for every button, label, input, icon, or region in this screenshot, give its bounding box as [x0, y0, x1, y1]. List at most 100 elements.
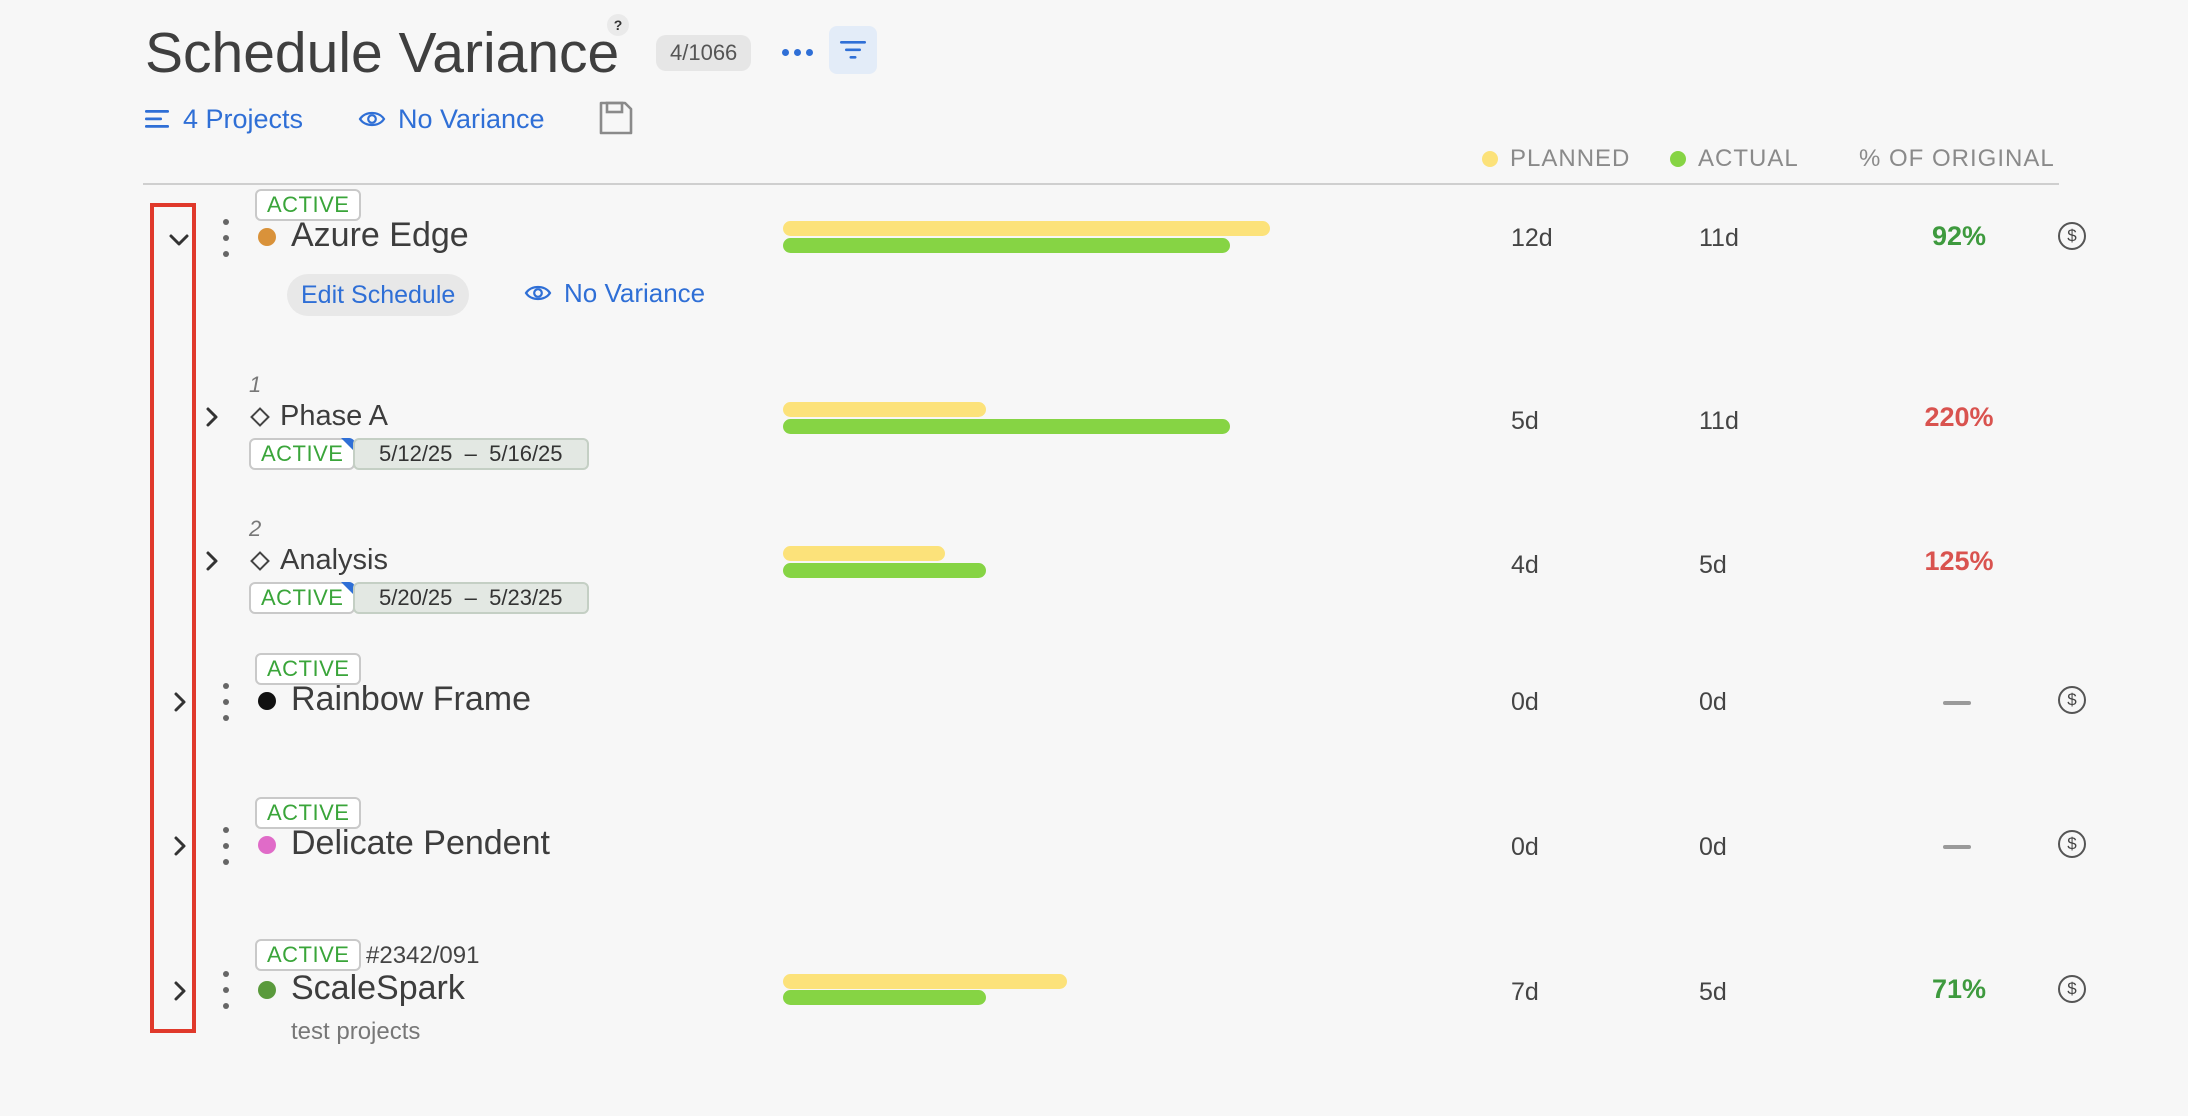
date-range: 5/20/25 – 5/23/25: [353, 582, 589, 614]
budget-icon[interactable]: $: [2058, 975, 2086, 1003]
column-actual-label: ACTUAL: [1698, 145, 1799, 172]
column-planned-label: PLANNED: [1510, 145, 1631, 172]
pct-value: 92%: [1931, 221, 1987, 251]
column-pct: % OF ORIGINAL: [1859, 145, 2055, 173]
project-name[interactable]: Delicate Pendent: [291, 824, 550, 862]
date-separator: –: [464, 441, 477, 466]
project-name[interactable]: Rainbow Frame: [291, 680, 531, 718]
kebab-dot: [223, 859, 229, 865]
phase-name[interactable]: Phase A: [280, 400, 389, 432]
status-badge: ACTIVE: [255, 797, 362, 829]
kebab-dot: [223, 699, 229, 705]
chevron-right-icon[interactable]: [168, 979, 192, 1003]
more-dot: [793, 48, 801, 56]
planned-bar: [783, 546, 945, 561]
budget-icon[interactable]: $: [2058, 686, 2086, 714]
status-badge: ACTIVE: [255, 939, 362, 971]
actual-legend-dot: [1670, 151, 1686, 167]
budget-icon[interactable]: $: [2058, 830, 2086, 858]
planned-bar: [783, 221, 1270, 236]
planned-bar: [783, 402, 986, 417]
chevron-right-icon[interactable]: [200, 405, 224, 429]
projects-link[interactable]: 4 Projects: [145, 101, 303, 137]
pct-empty-dash: [1943, 701, 1971, 705]
save-icon: [599, 101, 633, 135]
actual-value: 11d: [1699, 407, 1739, 435]
filter-icon: [840, 41, 866, 59]
header-divider: [143, 183, 2059, 185]
project-color-dot: [258, 692, 276, 710]
milestone-icon: [250, 407, 270, 427]
kebab-dot: [223, 1003, 229, 1009]
save-button[interactable]: [598, 100, 634, 141]
more-options-button[interactable]: [780, 38, 814, 66]
project-subtitle: test projects: [291, 1018, 421, 1045]
project-name[interactable]: Azure Edge: [291, 216, 469, 254]
project-reference: #2342/091: [366, 942, 480, 969]
actual-value: 5d: [1699, 551, 1727, 579]
row-menu-icon[interactable]: [222, 827, 230, 865]
list-icon: [145, 110, 169, 128]
actual-value: 11d: [1699, 224, 1739, 252]
project-color-dot: [258, 836, 276, 854]
milestone-icon: [250, 551, 270, 571]
actual-bar: [783, 563, 986, 578]
status-badge: ACTIVE: [255, 189, 362, 221]
edit-schedule-button[interactable]: Edit Schedule: [287, 274, 470, 316]
row-menu-icon[interactable]: [222, 683, 230, 721]
actual-value: 0d: [1699, 833, 1727, 861]
budget-icon[interactable]: $: [2058, 222, 2086, 250]
column-actual: ACTUAL: [1670, 145, 1799, 173]
kebab-dot: [223, 971, 229, 977]
planned-bar: [783, 974, 1067, 989]
status-badge: ACTIVE: [255, 653, 362, 685]
planned-value: 12d: [1511, 224, 1553, 252]
kebab-dot: [223, 987, 229, 993]
row-variance-link[interactable]: No Variance: [524, 275, 705, 311]
column-planned: PLANNED: [1482, 145, 1630, 173]
planned-value: 0d: [1511, 833, 1539, 861]
planned-value: 7d: [1511, 978, 1539, 1006]
chevron-down-icon[interactable]: [167, 228, 191, 252]
more-dot: [781, 48, 789, 56]
help-icon[interactable]: ?: [607, 14, 629, 36]
end-date: 5/16/25: [489, 441, 563, 466]
row-menu-icon[interactable]: [222, 971, 230, 1009]
row-menu-icon[interactable]: [222, 219, 230, 257]
highlight-box: [150, 203, 196, 1033]
status-badge: ACTIVE: [249, 438, 356, 470]
actual-bar: [783, 990, 986, 1005]
chevron-right-icon[interactable]: [168, 834, 192, 858]
actual-bar: [783, 419, 1230, 434]
more-dot: [805, 48, 813, 56]
date-range: 5/12/25 – 5/16/25: [353, 438, 589, 470]
column-pct-label: % OF ORIGINAL: [1859, 145, 2055, 172]
variance-link-label: No Variance: [398, 103, 545, 134]
pct-empty-dash: [1943, 845, 1971, 849]
count-badge: 4/1066: [656, 35, 752, 71]
variance-link[interactable]: No Variance: [358, 101, 545, 137]
project-color-dot: [258, 228, 276, 246]
start-date: 5/12/25: [379, 441, 453, 466]
projects-link-label: 4 Projects: [183, 103, 304, 134]
planned-legend-dot: [1482, 151, 1498, 167]
chevron-right-icon[interactable]: [168, 690, 192, 714]
actual-value: 0d: [1699, 688, 1727, 716]
filter-button[interactable]: [829, 26, 877, 74]
phase-index: 1: [249, 372, 262, 397]
planned-value: 4d: [1511, 551, 1539, 579]
project-name[interactable]: ScaleSpark: [291, 969, 465, 1007]
planned-value: 0d: [1511, 688, 1539, 716]
actual-value: 5d: [1699, 978, 1727, 1006]
kebab-dot: [223, 683, 229, 689]
row-variance-label: No Variance: [564, 277, 706, 308]
phase-name[interactable]: Analysis: [280, 544, 388, 576]
kebab-dot: [223, 219, 229, 225]
date-separator: –: [464, 585, 477, 610]
pct-value: 71%: [1931, 974, 1987, 1004]
chevron-right-icon[interactable]: [200, 549, 224, 573]
status-badge: ACTIVE: [249, 582, 356, 614]
planned-value: 5d: [1511, 407, 1539, 435]
pct-value: 220%: [1924, 402, 1994, 432]
kebab-dot: [223, 827, 229, 833]
